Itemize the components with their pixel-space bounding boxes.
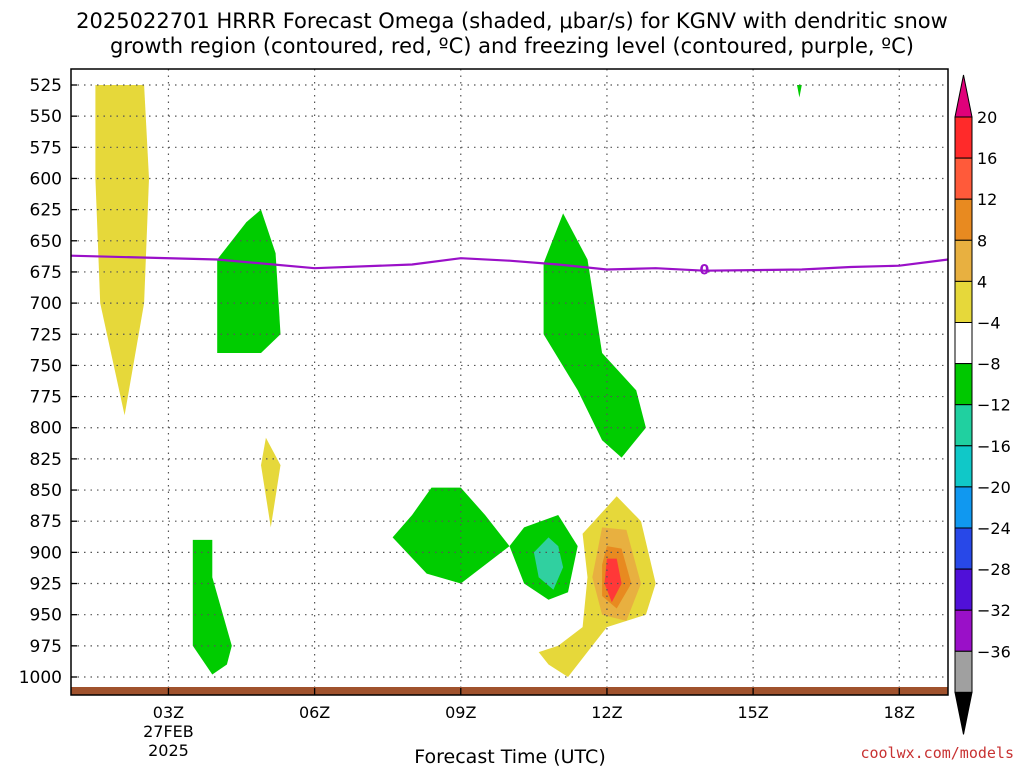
colorbar-segment — [954, 445, 973, 488]
plot-frame — [70, 68, 949, 696]
colorbar-segment — [954, 486, 973, 529]
y-tick-label: 725 — [30, 325, 62, 345]
colorbar-top-triangle — [954, 74, 973, 118]
y-tick-label: 825 — [30, 450, 62, 470]
colorbar-label: −32 — [977, 601, 1011, 620]
colorbar-segment — [954, 157, 973, 200]
y-tick-label: 1000 — [19, 668, 62, 688]
ground-surface — [71, 687, 948, 695]
omega-region-green — [192, 539, 232, 675]
y-tick-label: 650 — [30, 232, 62, 252]
y-tick-label: 950 — [30, 606, 62, 626]
colorbar-segment — [954, 404, 973, 447]
colorbar-label: −36 — [977, 642, 1011, 661]
omega-region-green — [797, 85, 802, 98]
omega-region-teal — [533, 537, 564, 590]
y-tick-label: 550 — [30, 107, 62, 127]
colorbar-label: −4 — [977, 314, 1001, 333]
colorbar-segment — [954, 650, 973, 693]
omega-region-yellow — [261, 437, 281, 528]
omega-shading-layer — [95, 85, 802, 677]
y-tick-label: 900 — [30, 543, 62, 563]
y-tick-label: 875 — [30, 512, 62, 532]
y-tick-label: 775 — [30, 388, 62, 408]
y-tick-label: 850 — [30, 481, 62, 501]
colorbar-label: −8 — [977, 355, 1001, 374]
omega-region-green — [543, 213, 646, 458]
y-tick-label: 750 — [30, 356, 62, 376]
colorbar-segment — [954, 527, 973, 570]
y-tick-label: 575 — [30, 138, 62, 158]
chart-title-line2: growth region (contoured, red, ºC) and f… — [110, 34, 914, 58]
freezing-level-line — [70, 254, 949, 272]
y-tick-label: 700 — [30, 294, 62, 314]
colorbar-label: 4 — [977, 272, 987, 291]
x-tick-date-label: 27FEB — [143, 722, 194, 741]
y-tick-label: 975 — [30, 637, 62, 657]
y-tick-label: 600 — [30, 169, 62, 189]
colorbar-segment — [954, 239, 973, 282]
x-tick-label: 18Z — [884, 703, 915, 722]
colorbar-segment — [954, 322, 973, 365]
omega-region-red — [604, 558, 622, 603]
x-tick-label: 15Z — [737, 703, 768, 722]
y-tick-label: 675 — [30, 263, 62, 283]
colorbar-bottom-triangle — [954, 691, 973, 735]
grid-layer — [71, 69, 948, 695]
y-tick-label: 625 — [30, 201, 62, 221]
colorbar-segment — [954, 363, 973, 406]
freezing-level-label: 0 — [700, 262, 710, 278]
colorbar-segment — [954, 609, 973, 652]
x-tick-label: 12Z — [591, 703, 622, 722]
colorbar-label: −20 — [977, 478, 1011, 497]
colorbar-label: 16 — [977, 149, 997, 168]
colorbar-label: 20 — [977, 108, 997, 127]
colorbar: 20 16 12 8 4 −4 −8 −12 −16 −20 −24 −28 −32 −36 — [954, 74, 1011, 735]
colorbar-label: −28 — [977, 560, 1011, 579]
freezing-level-layer: 0 — [70, 254, 949, 278]
colorbar-label: −24 — [977, 519, 1011, 538]
chart-title-line1: 2025022701 HRRR Forecast Omega (shaded, … — [76, 9, 948, 33]
colorbar-segment — [954, 568, 973, 611]
colorbar-label: 8 — [977, 231, 987, 250]
colorbar-segment — [954, 198, 973, 241]
x-tick-label: 06Z — [299, 703, 330, 722]
colorbar-label: −16 — [977, 437, 1011, 456]
credit-text: coolwx.com/models — [860, 744, 1014, 762]
x-tick-label: 03Z — [153, 703, 184, 722]
colorbar-label: −12 — [977, 396, 1011, 415]
omega-region-yellow — [95, 85, 149, 416]
colorbar-segment — [954, 116, 973, 159]
y-axis: 525 550 575 600 625 650 675 700 725 750 775 800 825 8… — [19, 76, 77, 688]
y-tick-label: 800 — [30, 419, 62, 439]
x-tick-label: 09Z — [445, 703, 476, 722]
y-tick-label: 525 — [30, 76, 62, 96]
y-tick-label: 925 — [30, 575, 62, 595]
colorbar-label: 12 — [977, 190, 997, 209]
x-axis-title: Forecast Time (UTC) — [414, 746, 605, 768]
x-tick-year-label: 2025 — [148, 741, 189, 760]
colorbar-segment — [954, 280, 973, 323]
omega-region-green — [392, 487, 510, 584]
omega-region-green — [217, 209, 281, 353]
